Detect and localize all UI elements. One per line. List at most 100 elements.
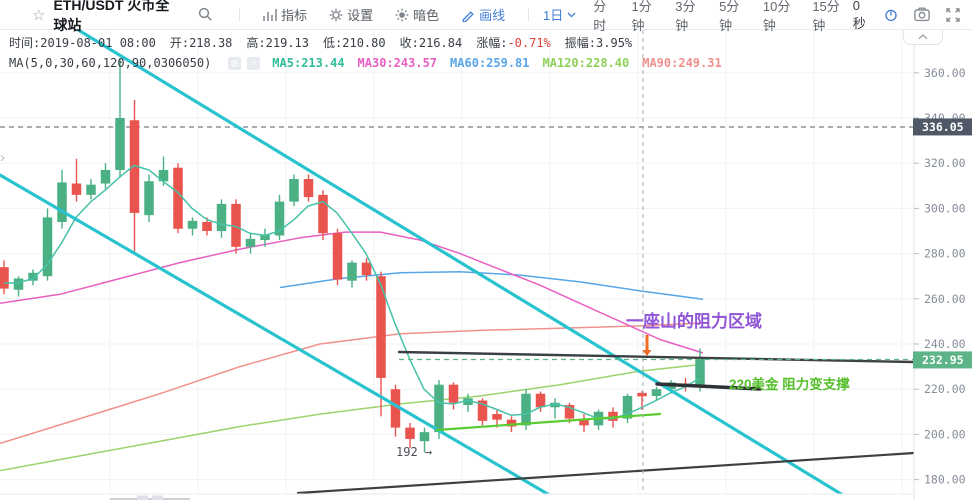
timeframe-option-1[interactable]: 1分钟 [631,0,652,33]
toolbar-button-label: 画线 [479,8,506,23]
timeframe-list: 分时 1分钟 3分钟 5分钟 10分钟 15分钟 [584,0,853,34]
ohlc-field: 振幅:3.95% [564,36,633,50]
time-axis-scroll-fragment[interactable] [110,498,190,500]
timeframe-option-2[interactable]: 3分钟 [675,0,696,33]
candle-body [129,120,140,213]
price-badge [913,118,972,136]
ma-value: MA90:249.31 [642,56,722,70]
timeframe-option-0[interactable]: 分时 [593,0,607,33]
trendline-support-220-line[interactable] [655,382,762,391]
toolbar-divider [239,7,241,22]
axis-label: 180.00 [924,473,966,487]
axis-label: 300.00 [924,201,966,215]
candle-body [42,217,53,277]
candle-body [506,419,517,427]
candle-body [86,184,96,195]
ma-formula: MA(5,0,30,60,120,90,0306050) [9,56,212,70]
toolbar-divider [528,7,530,22]
ohlc-field: 低:210.80 [323,36,386,50]
timeframe-dropdown[interactable]: 1日 [543,5,576,24]
candle-body [637,392,647,397]
favorite-star-icon[interactable]: ☆ [32,6,46,24]
candle-body [187,220,198,229]
ma-line-ma90 [0,322,704,445]
candle-body [434,384,444,433]
candle-body [231,203,241,247]
toolbar-button-settings[interactable]: 设置 [329,5,373,24]
candle-body [550,402,560,408]
candle-body [361,262,372,276]
time-axis-strip [0,494,914,500]
axis-collapse-button[interactable] [903,30,943,45]
timeframe-selected-label: 1日 [543,8,564,23]
candle-body [579,418,589,426]
timeframe-option-4[interactable]: 10分钟 [762,0,791,33]
axis-label: 240.00 [924,337,966,351]
fullscreen-icon[interactable] [946,7,960,22]
price-axis-area[interactable] [914,30,972,500]
toolbar-button-theme[interactable]: 暗色 [395,5,439,24]
ma-close-icon[interactable]: × [247,56,261,70]
candle-body [419,432,430,442]
ohlc-field: 开:218.38 [169,36,233,50]
left-panel-expand-icon[interactable]: › [0,149,5,166]
ohlc-field: 高:219.13 [246,36,310,50]
ma-settings-icon[interactable] [228,56,242,70]
candle-body [144,181,154,216]
ma-line-ma30 [0,231,704,354]
trendline-resistance-line[interactable] [397,350,916,364]
candle-body [521,393,531,426]
candle-body [448,384,459,403]
ma-legend-bar: MA(5,0,30,60,120,90,0306050) × MA5:213.4… [9,56,735,70]
axis-label: 280.00 [924,247,966,261]
search-icon[interactable] [198,7,213,22]
trendline-rising-support-line[interactable] [296,451,916,495]
top-toolbar: ☆ ETH/USDT 火币全球站 指标 设置 暗色 画线 1日 分时 1分钟 3分钟 5分钟… [0,0,972,33]
axis-label: 220.00 [924,382,966,396]
countdown-label: 0秒 [852,0,866,31]
candle-body [100,169,111,184]
candle-body [274,201,285,236]
toolbar-button-label: 设置 [347,8,374,23]
toolbar-button-indicator[interactable]: 指标 [263,5,307,24]
chevron-down-icon [567,12,576,18]
candle-body [492,414,502,420]
trendline-green-support-line[interactable] [435,412,662,432]
trendline-descending-channel-upper[interactable] [73,26,853,500]
ma-line-ma120 [0,363,704,472]
annotation-low-192: 192 → [396,445,432,459]
candle-body [318,194,328,234]
candle-body [535,393,546,408]
trendline-descending-channel-lower[interactable] [0,173,560,500]
ma-value: MA120:228.40 [542,56,630,70]
candle-body [158,169,169,182]
symbol-title: ETH/USDT 火币全球站 [53,0,170,33]
candle-body [289,179,299,202]
price-badge [913,351,972,369]
ohlc-field: 收:216.84 [399,36,463,50]
candle-body [28,272,38,281]
candle-body [71,183,82,195]
toolbar-button-label: 指标 [281,8,308,23]
screenshot-camera-icon[interactable] [914,7,930,22]
candle-body [332,233,343,280]
candle-body [651,389,662,396]
candle-body [477,400,488,421]
candle-body [202,221,212,231]
annotation-arrow-head [642,350,652,356]
time-axis-widget [137,495,148,500]
candle-body [695,357,705,387]
axis-label: 260.00 [924,292,966,306]
candle-body [405,427,415,439]
timeframe-option-3[interactable]: 5分钟 [719,0,740,33]
candle-body [390,389,401,428]
candle-body [463,398,473,406]
toolbar-button-draw[interactable]: 画线 [461,5,505,24]
candle-body [622,395,633,419]
candle-body [57,182,67,222]
timeframe-option-5[interactable]: 15分钟 [812,0,840,33]
candle-body [260,234,270,241]
candle-body [245,238,256,247]
